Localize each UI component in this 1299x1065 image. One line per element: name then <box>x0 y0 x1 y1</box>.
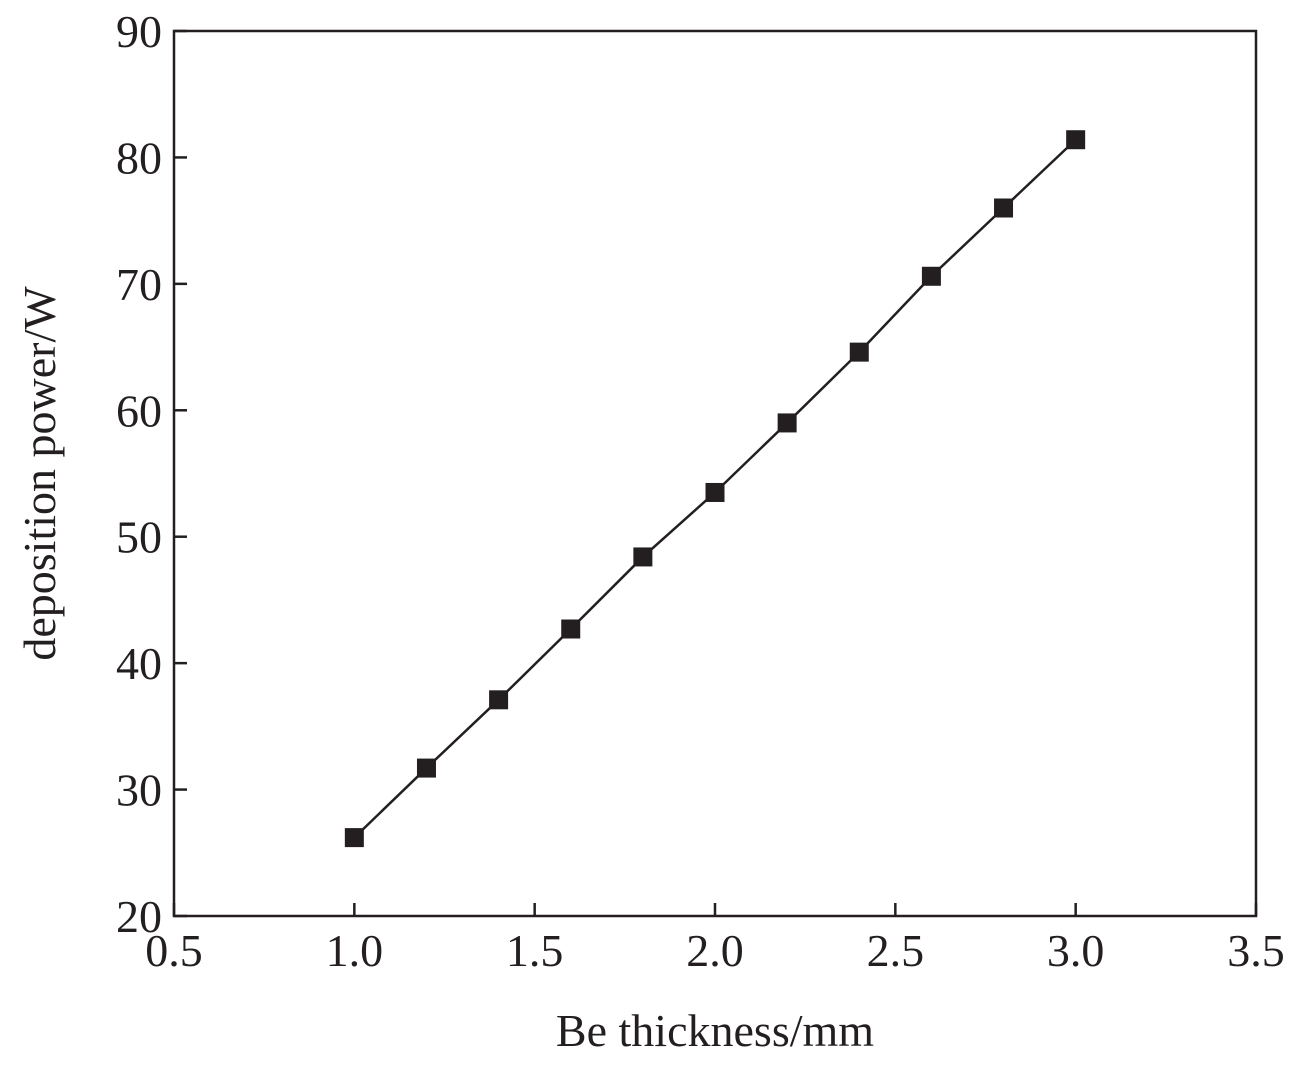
data-point <box>777 413 797 433</box>
y-tick-label: 20 <box>116 891 162 942</box>
data-point <box>1066 130 1086 150</box>
y-tick-label: 90 <box>116 6 162 57</box>
data-point <box>994 198 1014 218</box>
data-point <box>489 690 509 710</box>
y-tick-label: 30 <box>116 765 162 816</box>
data-point <box>344 828 364 848</box>
y-tick-label: 70 <box>116 259 162 310</box>
data-point <box>633 547 653 567</box>
data-point <box>921 266 941 286</box>
x-axis-ticks: 0.5 1.0 1.5 2.0 2.5 3.0 3.5 <box>145 903 1285 976</box>
data-point <box>849 342 869 362</box>
x-tick-label: 2.0 <box>686 925 744 976</box>
x-tick-label: 1.5 <box>506 925 564 976</box>
x-tick-label: 1.0 <box>326 925 384 976</box>
y-tick-label: 80 <box>116 132 162 183</box>
y-axis-label: deposition power/W <box>14 286 65 661</box>
y-tick-label: 50 <box>116 512 162 563</box>
x-tick-label: 3.0 <box>1047 925 1105 976</box>
series-layer <box>344 130 1086 848</box>
x-tick-label: 2.5 <box>867 925 925 976</box>
y-tick-label: 60 <box>116 385 162 436</box>
x-tick-label: 0.5 <box>145 925 203 976</box>
x-tick-label: 3.5 <box>1227 925 1285 976</box>
y-axis-ticks: 20 30 40 50 60 70 80 90 <box>116 6 187 942</box>
y-tick-label: 40 <box>116 638 162 689</box>
x-axis-label: Be thickness/mm <box>556 1005 874 1056</box>
data-point <box>705 482 725 502</box>
data-point <box>416 758 436 778</box>
data-point <box>561 619 581 639</box>
plot-frame <box>172 29 1258 918</box>
